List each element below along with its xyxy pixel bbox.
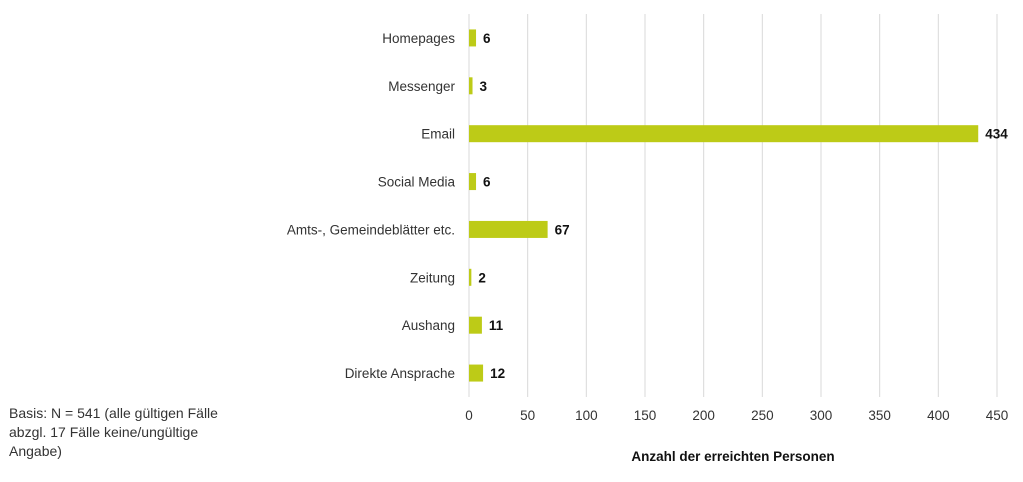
x-tick-label: 450 [986,408,1009,423]
x-tick-label: 400 [927,408,950,423]
x-tick-label: 300 [810,408,833,423]
bar [469,220,548,238]
x-tick-label: 250 [751,408,774,423]
x-tick-label: 50 [520,408,535,423]
y-category-label: Aushang [402,318,455,333]
x-tick-label: 150 [634,408,657,423]
y-category-label: Messenger [388,79,455,94]
data-label: 67 [555,222,570,237]
data-label: 6 [483,175,491,190]
bar [469,173,477,191]
x-axis-title: Anzahl der erreichten Personen [631,449,835,464]
data-label: 434 [985,127,1008,142]
bar [469,29,477,47]
x-tick-label: 200 [692,408,715,423]
y-category-label: Social Media [378,175,456,190]
x-tick-label: 0 [465,408,473,423]
base-note: Basis: N = 541 (alle gültigen Fälle abzg… [9,405,218,459]
bar [469,125,979,143]
data-label: 2 [478,270,486,285]
y-category-label: Homepages [382,31,455,46]
data-label: 12 [490,366,505,381]
bar [469,268,472,286]
x-tick-label: 350 [868,408,891,423]
y-category-label: Amts-, Gemeindeblätter etc. [287,222,455,237]
x-tick-label: 100 [575,408,598,423]
data-label: 11 [489,318,504,333]
bar [469,316,482,334]
y-category-label: Zeitung [410,270,455,285]
y-category-label: Direkte Ansprache [345,366,455,381]
data-label: 3 [480,79,488,94]
bar [469,364,484,382]
data-label: 6 [483,31,491,46]
bar [469,77,473,95]
y-category-label: Email [421,127,455,142]
